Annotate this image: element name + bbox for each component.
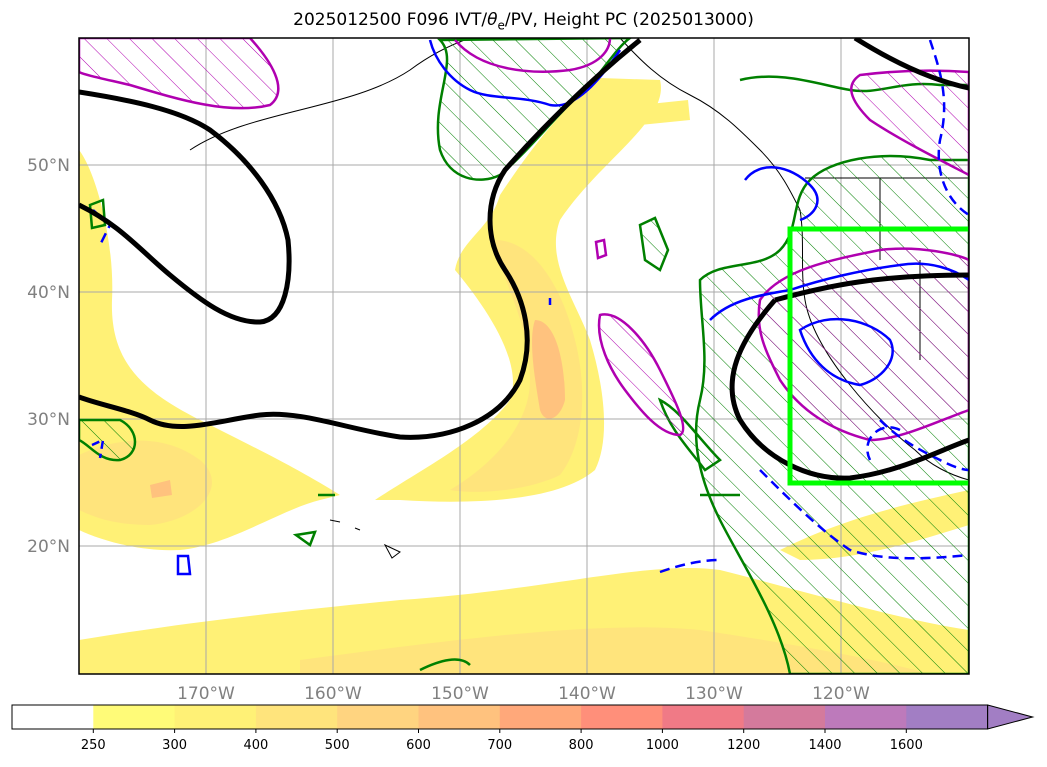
colorbar-segment [906, 705, 989, 729]
colorbar-tick-label: 250 [81, 738, 106, 753]
height-contour-north [79, 89, 292, 325]
colorbar-tick-label: 300 [162, 738, 187, 753]
height-contour-east [853, 38, 969, 91]
ivt-colorbar: 250 300 400 500 600 700 800 1000 1200 1400 1600 [11, 704, 1035, 753]
pv-blue-dashed-ne [928, 39, 969, 217]
height-contour-central [79, 38, 642, 440]
latitude-labels: 50°N 40°N 30°N 20°N [27, 156, 70, 557]
lon-label-150w: 150°W [431, 684, 489, 704]
ivt-band-west-inner [79, 440, 212, 525]
colorbar-extend-arrow [987, 704, 1035, 730]
lon-label-170w: 170°W [177, 684, 235, 704]
colorbar-tick-label: 800 [569, 738, 594, 753]
colorbar-tick-label: 400 [243, 738, 268, 753]
pv-blue-solid-core [798, 317, 894, 387]
alaska-panhandle-coast [619, 38, 801, 211]
chart-title: 2025012500 F096 IVT/θe/PV, Height PC (20… [293, 10, 754, 33]
ivt-core-central [532, 320, 565, 419]
ivt-core-west [150, 480, 172, 498]
colorbar-tick-label: 1400 [808, 738, 841, 753]
pv-region-east [757, 247, 969, 442]
lat-label-40: 40°N [27, 283, 70, 303]
theta-e-region-small5 [419, 658, 471, 672]
colorbar-tick-label: 1000 [646, 738, 679, 753]
ivt-band-south-inner [300, 627, 930, 674]
pv-region-central [597, 313, 685, 437]
colorbar-segment [418, 705, 501, 729]
pv-blue-solid-north [428, 39, 622, 107]
colorbar-tick-label: 1200 [727, 738, 760, 753]
pv-blue-dashed-east2 [659, 558, 721, 574]
lon-label-120w: 120°W [812, 684, 870, 704]
lat-label-50: 50°N [27, 156, 70, 176]
pv-blue-dashed-west2 [91, 437, 105, 459]
colorbar-segment [93, 705, 176, 729]
longitude-labels: 170°W 160°W 150°W 140°W 130°W 120°W [177, 684, 870, 704]
map-layers [79, 38, 969, 674]
colorbar-segment [743, 705, 826, 729]
pv-blue-dashed-box [866, 426, 901, 461]
colorbar-segment [337, 705, 419, 729]
pv-blue-dashed-east [759, 469, 969, 560]
pv-blue-dashed-se [879, 419, 969, 472]
pv-blue-small1 [176, 554, 192, 576]
ivt-band-north [640, 100, 690, 125]
theta-e-region-small4 [292, 530, 317, 547]
theta-e-region-west [79, 418, 137, 462]
colorbar-tick-label: 1600 [890, 738, 923, 753]
colorbar-tick-label: 500 [325, 738, 350, 753]
hawaii-islands [329, 519, 401, 559]
pv-region-north-arc [454, 38, 612, 73]
highlight-box [787, 226, 969, 486]
pv-blue-solid-east [709, 166, 969, 321]
colorbar-tick-label: 600 [406, 738, 431, 753]
lon-label-160w: 160°W [304, 684, 362, 704]
colorbar-segment [825, 705, 907, 729]
theta-e-region-small3 [88, 198, 107, 230]
colorbar-tick-label: 700 [487, 738, 512, 753]
height-contour-east2 [774, 272, 969, 303]
colorbar-segment [174, 705, 257, 729]
colorbar-segment [581, 705, 663, 729]
lat-label-30: 30°N [27, 410, 70, 430]
colorbar-segment [255, 705, 338, 729]
lat-label-20: 20°N [27, 537, 70, 557]
lon-label-140w: 140°W [558, 684, 616, 704]
pv-region-northwest [79, 38, 280, 110]
theta-e-region-small1 [638, 216, 670, 272]
pv-region-small [594, 238, 608, 260]
map-frame [78, 37, 970, 675]
colorbar-segment [662, 705, 745, 729]
pv-positive-contours [79, 38, 969, 442]
lon-label-130w: 130°W [685, 684, 743, 704]
colorbar-segment [499, 705, 582, 729]
colorbar-segment [12, 705, 94, 729]
